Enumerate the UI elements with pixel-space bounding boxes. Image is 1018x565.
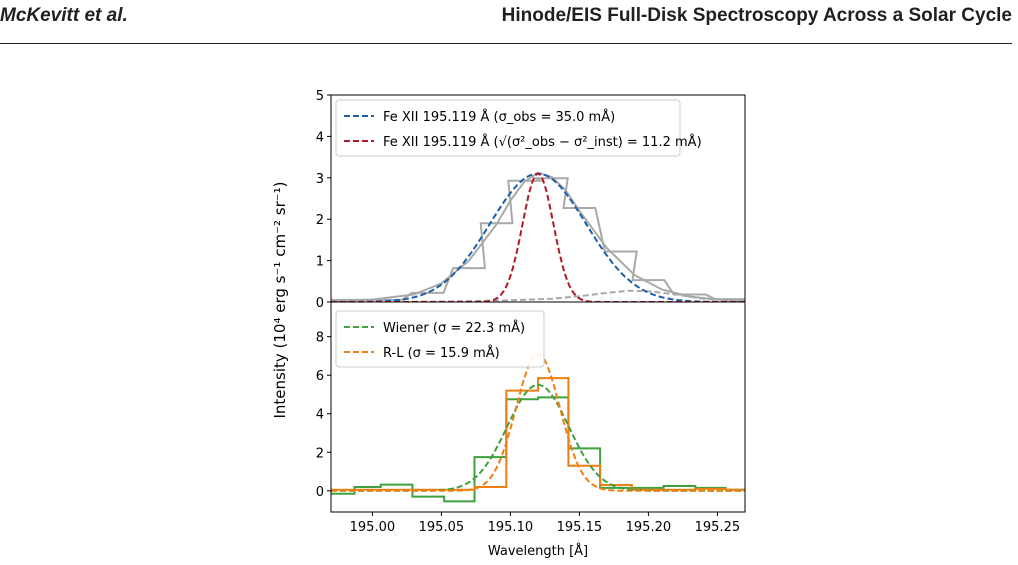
top-panel: 0 1 2 3 4 5 xyxy=(316,89,746,311)
ytick-label-top-4: 4 xyxy=(316,130,324,145)
plot-area-bottom xyxy=(331,352,745,503)
legend-label-0: Wiener (σ = 22.3 mÅ) xyxy=(383,320,525,336)
header-title: Hinode/EIS Full-Disk Spectroscopy Across… xyxy=(501,5,1012,26)
series-top-2 xyxy=(331,289,745,302)
legend-label-0: Fe XII 195.119 Å (σ_obs = 35.0 mÅ) xyxy=(383,109,615,125)
ytick-label-top-1: 1 xyxy=(316,255,324,270)
ytick-label-top-5: 5 xyxy=(316,89,324,104)
ytick-label-bottom-2: 2 xyxy=(316,446,324,461)
header-authors: McKevitt et al. xyxy=(0,5,128,26)
series-bottom-3 xyxy=(331,352,745,492)
series-top-1 xyxy=(331,171,745,302)
series-bottom-2 xyxy=(331,383,745,492)
legend-box xyxy=(335,310,545,368)
x-axis-label: Wavelength [Å] xyxy=(488,543,588,559)
series-bottom-1 xyxy=(331,377,745,491)
ytick-label-bottom-4: 4 xyxy=(316,408,324,423)
y-axis-label: Intensity (10⁴ erg s⁻¹ cm⁻² sr⁻¹) xyxy=(271,181,289,418)
series-top-0 xyxy=(331,177,745,301)
legend-label-1: R-L (σ = 15.9 mÅ) xyxy=(383,345,500,361)
ytick-label-bottom-6: 6 xyxy=(316,369,324,384)
series-bottom-0 xyxy=(331,396,745,503)
xtick-label-195.00: 195.00 xyxy=(350,520,396,535)
legend-top: Fe XII 195.119 Å (σ_obs = 35.0 mÅ) Fe XII… xyxy=(335,99,702,157)
xtick-label-195.05: 195.05 xyxy=(419,520,465,535)
bottom-panel: 0 2 4 6 8 195.00 195.05 195.10 195.15 195.20 195.2… xyxy=(316,301,746,535)
legend-bottom: Wiener (σ = 22.3 mÅ) R-L (σ = 15.9 mÅ) xyxy=(335,310,545,368)
xtick-label-195.20: 195.20 xyxy=(626,520,672,535)
xtick-label-195.25: 195.25 xyxy=(695,520,741,535)
ytick-label-bottom-8: 8 xyxy=(316,331,324,346)
ytick-label-top-3: 3 xyxy=(316,172,324,187)
xtick-label-195.10: 195.10 xyxy=(488,520,534,535)
series-top-4 xyxy=(331,172,745,302)
legend-label-1: Fe XII 195.119 Å (√(σ²_obs − σ²_inst) = … xyxy=(383,134,702,150)
header-rule xyxy=(0,43,1012,44)
ytick-label-top-2: 2 xyxy=(316,213,324,228)
ytick-label-bottom-0: 0 xyxy=(316,485,324,500)
legend-box xyxy=(335,99,681,157)
xtick-label-195.15: 195.15 xyxy=(557,520,603,535)
plot-area-top xyxy=(331,171,745,302)
ytick-label-top-0: 0 xyxy=(316,296,324,311)
axes-frame-bottom xyxy=(330,301,746,513)
series-top-3 xyxy=(331,172,745,302)
